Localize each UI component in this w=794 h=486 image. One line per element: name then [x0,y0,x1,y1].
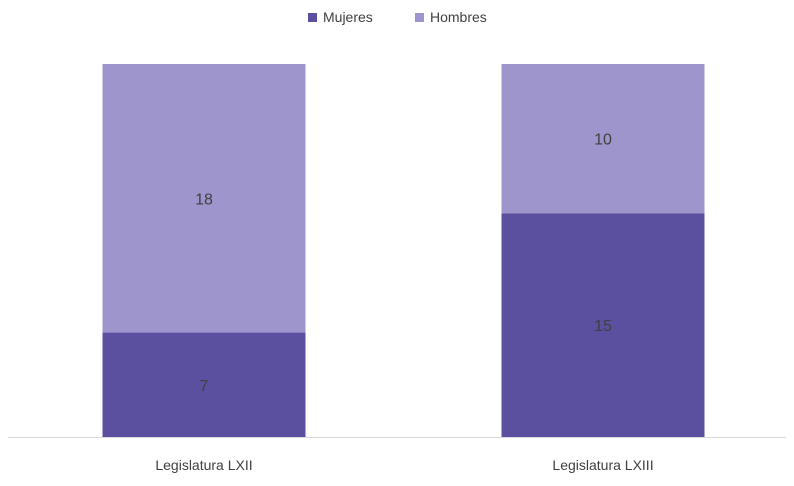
legend-label-mujeres: Mujeres [323,9,373,25]
data-label-hombres-legislatura-lxiii: 10 [594,132,612,149]
bar-hombres-legislatura-lxii [102,64,306,333]
data-label-mujeres-legislatura-lxii: 7 [200,378,209,395]
legend-label-hombres: Hombres [430,9,487,25]
bar-mujeres-legislatura-lxiii [501,213,705,437]
data-label-hombres-legislatura-lxii: 18 [195,191,213,208]
legend-swatch-mujeres [308,13,317,22]
bar-hombres-legislatura-lxiii [501,64,705,214]
bar-mujeres-legislatura-lxii [102,332,306,437]
legend-swatch-hombres [415,13,424,22]
x-tick-label-legislatura-lxii: Legislatura LXII [155,457,252,473]
x-tick-label-legislatura-lxiii: Legislatura LXIII [552,457,653,473]
data-label-mujeres-legislatura-lxiii: 15 [594,318,612,335]
